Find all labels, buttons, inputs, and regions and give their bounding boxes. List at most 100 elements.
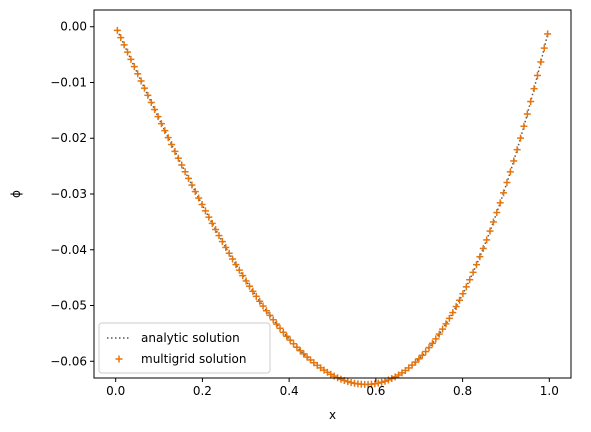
- legend-multigrid-label: multigrid solution: [141, 352, 247, 366]
- multigrid-point: [171, 147, 179, 155]
- multigrid-point: [242, 277, 250, 285]
- multigrid-point: [259, 302, 267, 310]
- multigrid-point: [134, 70, 142, 78]
- multigrid-point: [286, 336, 294, 344]
- y-tick-label: −0.04: [50, 243, 87, 257]
- y-axis-label: ϕ: [9, 190, 23, 198]
- multigrid-point: [378, 378, 386, 386]
- multigrid-point: [489, 218, 497, 226]
- multigrid-point: [415, 355, 423, 363]
- multigrid-point: [181, 168, 189, 176]
- multigrid-point: [252, 292, 260, 300]
- multigrid-point: [293, 343, 301, 351]
- multigrid-point: [459, 290, 467, 298]
- multigrid-point: [140, 84, 148, 92]
- multigrid-point: [269, 316, 277, 324]
- y-axis: 0.00 −0.01 −0.02 −0.03 −0.04 −0.05 −0.06: [50, 20, 94, 368]
- multigrid-point: [540, 44, 548, 52]
- multigrid-point: [201, 207, 209, 215]
- multigrid-point: [262, 307, 270, 315]
- multigrid-point: [520, 122, 528, 130]
- multigrid-point: [273, 320, 281, 328]
- multigrid-point: [479, 244, 487, 252]
- multigrid-point: [218, 238, 226, 246]
- multigrid-point: [469, 268, 477, 276]
- multigrid-point: [168, 141, 176, 149]
- multigrid-point: [506, 168, 514, 176]
- multigrid-point: [130, 63, 138, 71]
- multigrid-point: [523, 110, 531, 118]
- multigrid-point: [412, 358, 420, 366]
- y-tick-label: −0.06: [50, 354, 87, 368]
- legend-box: [98, 322, 271, 374]
- multigrid-point: [147, 98, 155, 106]
- multigrid-point: [527, 98, 535, 106]
- multigrid-point: [493, 209, 501, 217]
- multigrid-point: [191, 188, 199, 196]
- x-axis: 0.0 0.2 0.4 0.6 0.8 1.0: [106, 378, 559, 398]
- x-tick-label: 0.4: [280, 384, 299, 398]
- multigrid-point: [544, 30, 552, 38]
- multigrid-point: [422, 348, 430, 356]
- y-tick-label: −0.05: [50, 299, 87, 313]
- multigrid-point: [503, 179, 511, 187]
- multigrid-point: [256, 297, 264, 305]
- multigrid-point: [127, 55, 135, 63]
- y-tick-label: −0.01: [50, 75, 87, 89]
- x-tick-label: 0.0: [106, 384, 125, 398]
- multigrid-point: [124, 48, 132, 56]
- multigrid-point: [337, 375, 345, 383]
- multigrid-point: [510, 157, 518, 165]
- multigrid-point: [432, 335, 440, 343]
- multigrid-point: [266, 311, 274, 319]
- multigrid-point: [208, 219, 216, 227]
- multigrid-point: [517, 134, 525, 142]
- multigrid-point: [222, 243, 230, 251]
- multigrid-point: [537, 58, 545, 66]
- multigrid-point: [425, 344, 433, 352]
- multigrid-point: [249, 287, 257, 295]
- multigrid-point: [283, 332, 291, 340]
- multigrid-point: [435, 330, 443, 338]
- x-tick-label: 0.6: [366, 384, 385, 398]
- multigrid-point: [185, 174, 193, 182]
- multigrid-point: [195, 194, 203, 202]
- x-tick-label: 0.2: [193, 384, 212, 398]
- multigrid-point: [161, 127, 169, 135]
- multigrid-point: [513, 146, 521, 154]
- multigrid-point: [188, 181, 196, 189]
- multigrid-point: [117, 34, 125, 42]
- multigrid-point: [462, 283, 470, 291]
- multigrid-point: [235, 266, 243, 274]
- y-tick-label: −0.02: [50, 131, 87, 145]
- multigrid-point: [300, 350, 308, 358]
- multigrid-point: [381, 377, 389, 385]
- multigrid-point: [496, 199, 504, 207]
- multigrid-point: [164, 134, 172, 142]
- multigrid-point: [483, 236, 491, 244]
- multigrid-point: [205, 213, 213, 221]
- multigrid-point: [239, 272, 247, 280]
- multigrid-point: [418, 351, 426, 359]
- multigrid-point: [137, 77, 145, 85]
- multigrid-point: [232, 261, 240, 269]
- multigrid-point: [276, 324, 284, 332]
- multigrid-point: [198, 201, 206, 209]
- legend-multigrid-marker: [115, 355, 123, 363]
- y-tick-label: 0.00: [60, 20, 87, 34]
- multigrid-point: [151, 106, 159, 114]
- multigrid-point: [452, 303, 460, 311]
- multigrid-point: [154, 113, 162, 121]
- multigrid-solution-markers: [113, 26, 552, 388]
- multigrid-point: [428, 339, 436, 347]
- x-tick-label: 0.8: [453, 384, 472, 398]
- plot-area: [113, 26, 552, 388]
- multigrid-point: [215, 232, 223, 240]
- multigrid-point: [245, 282, 253, 290]
- multigrid-point: [533, 71, 541, 79]
- multigrid-point: [486, 227, 494, 235]
- multigrid-point: [212, 226, 220, 234]
- multigrid-point: [279, 328, 287, 336]
